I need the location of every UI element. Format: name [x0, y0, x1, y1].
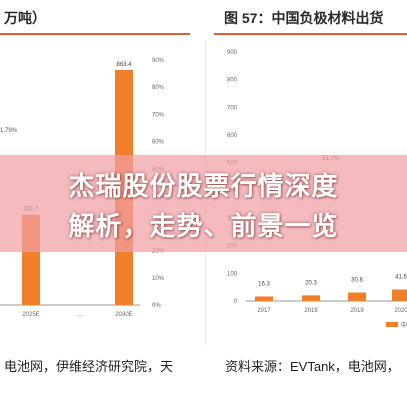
right-legend-swatch — [386, 322, 398, 327]
right-bar — [302, 295, 320, 301]
right-source-note: 资料来源：EVTank，电池网， — [225, 359, 400, 374]
left-x-tick-label: 2025E — [22, 312, 39, 318]
right-x-tick-label: 2018 — [304, 308, 318, 314]
left-y2-tick-label: 70% — [152, 112, 165, 118]
right-y-tick-label: 0 — [234, 299, 238, 305]
right-legend-label: 中 — [401, 321, 407, 329]
banner-headline-line1: 杰瑞股份股票行情深度 — [68, 172, 339, 202]
right-title-rule — [214, 33, 407, 35]
left-y2-tick-label: 80% — [152, 85, 165, 91]
right-y-tick-label: 100 — [227, 271, 238, 277]
left-source-note: 电池网，伊维经济研究院，天 — [4, 359, 174, 374]
left-title-rule — [0, 33, 190, 35]
right-bar-value-label: 16.3 — [258, 281, 270, 287]
left-chart-title: 万吨） — [4, 10, 46, 26]
right-bar-value-label: 20.3 — [305, 280, 317, 286]
right-bar — [392, 289, 407, 301]
right-chart-title: 图 57：中国负极材料出货 — [224, 10, 384, 26]
right-panel-header: 图 57：中国负极材料出货 — [214, 0, 407, 34]
right-bar — [255, 296, 273, 301]
left-y2-tick-label: 10% — [152, 276, 165, 282]
banner-headline-line2: 解析，走势、前景一览 — [68, 212, 339, 242]
right-y-tick-label: 900 — [227, 50, 238, 56]
left-y2-tick-label: 0% — [152, 303, 161, 309]
right-x-tick-label: 2020 — [394, 308, 407, 314]
right-y-tick-label: 700 — [227, 105, 238, 111]
right-x-tick-label: 2017 — [257, 308, 271, 314]
left-panel-header: 万吨） — [0, 0, 198, 34]
right-y-tick-label: 800 — [227, 78, 238, 84]
right-y-tick-label: 600 — [227, 133, 238, 139]
right-bar-value-label: 30.8 — [351, 277, 363, 283]
right-bar — [348, 292, 366, 301]
promo-banner — [0, 155, 407, 252]
right-bar-value-label: 41.6 — [395, 274, 407, 280]
left-x-tick-label: … — [77, 312, 83, 318]
left-bar-value-label: 863.4 — [116, 62, 132, 68]
left-line-value-label: 1.79% — [0, 128, 18, 134]
left-y2-tick-label: 90% — [152, 58, 165, 64]
left-x-tick-label: 2030E — [115, 312, 132, 318]
right-x-tick-label: 2019 — [350, 308, 364, 314]
left-y2-tick-label: 60% — [152, 140, 165, 146]
